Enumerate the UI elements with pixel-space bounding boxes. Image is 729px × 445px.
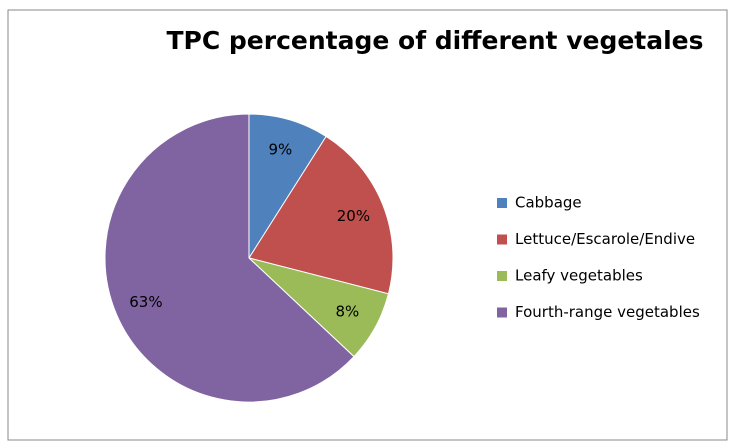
pie-slice xyxy=(248,113,327,260)
legend-label: Lettuce/Escarole/Endive xyxy=(515,230,695,248)
legend-swatch xyxy=(497,234,507,245)
legend-swatch xyxy=(497,271,507,281)
pie-slice xyxy=(104,113,355,403)
data-label: 8% xyxy=(336,303,360,321)
legend-label: Leafy vegetables xyxy=(515,267,643,285)
chart-title: TPC percentage of different vegetales xyxy=(166,26,703,55)
legend-swatch xyxy=(497,198,507,208)
legend-label: Fourth-range vegetables xyxy=(515,303,700,321)
data-label: 9% xyxy=(268,141,292,159)
legend-swatch xyxy=(497,307,507,318)
legend-label: Cabbage xyxy=(515,194,582,212)
data-label: 20% xyxy=(337,207,370,225)
pie-slice xyxy=(248,135,394,295)
data-label: 63% xyxy=(129,293,162,311)
